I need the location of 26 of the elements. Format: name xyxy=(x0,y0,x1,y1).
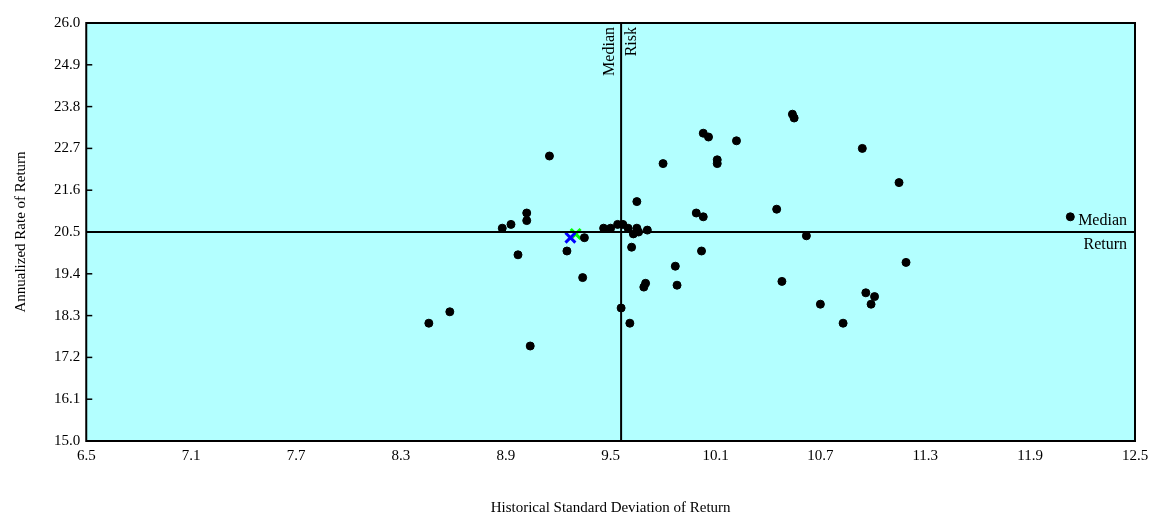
y-tick-label: 26.0 xyxy=(54,13,81,30)
x-tick-label: 10.1 xyxy=(702,446,729,463)
x-tick-label: 9.5 xyxy=(601,446,620,463)
y-tick-label: 18.3 xyxy=(54,306,81,323)
y-tick-label: 15.0 xyxy=(54,431,81,448)
x-tick-label: 11.3 xyxy=(912,446,939,463)
x-tick-label: 7.1 xyxy=(181,446,201,463)
y-tick-label: 17.2 xyxy=(54,348,81,365)
x-axis-title: Historical Standard Deviation of Return xyxy=(490,498,732,515)
x-tick-label: 7.7 xyxy=(286,446,306,463)
y-tick-label: 16.1 xyxy=(54,390,81,407)
y-tick-label: 20.5 xyxy=(54,222,81,239)
x-tick-label: 8.9 xyxy=(496,446,516,463)
x-tick-label: 10.7 xyxy=(807,446,834,463)
y-tick-label: 24.9 xyxy=(54,55,81,72)
y-tick-label: 22.7 xyxy=(54,139,81,156)
x-tick-label: 11.9 xyxy=(1017,446,1043,463)
ref-line-label: Median Return xyxy=(1078,211,1127,253)
ref-line-label: Median Risk xyxy=(600,27,640,76)
y-tick-label: 23.8 xyxy=(54,97,81,114)
y-tick-label: 19.4 xyxy=(54,264,81,281)
y-tick-label: 21.6 xyxy=(54,181,81,198)
y-axis-title: Annualized Rate of Return xyxy=(11,150,28,313)
x-tick-label: 8.3 xyxy=(391,446,411,463)
x-tick-label: 6.5 xyxy=(76,446,96,463)
x-tick-label: 12.5 xyxy=(1121,446,1149,463)
